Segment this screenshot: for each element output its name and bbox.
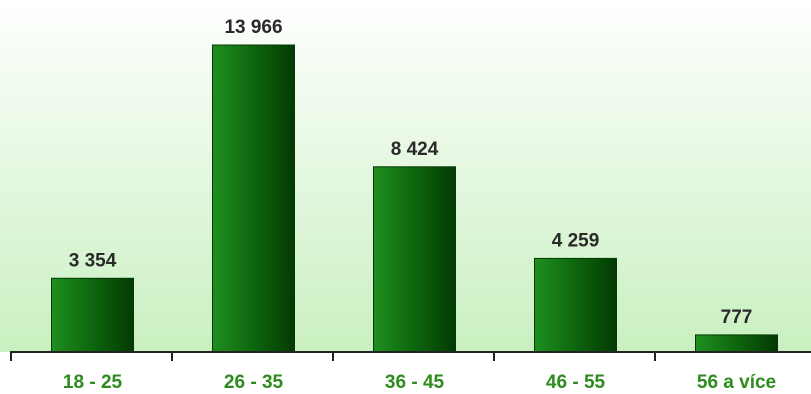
bar-value-label-2: 8 424 xyxy=(391,139,439,160)
bar-0 xyxy=(51,277,134,353)
bar-value-label-1: 13 966 xyxy=(224,17,282,38)
bar-value-label-0: 3 354 xyxy=(69,250,117,271)
bar-2 xyxy=(373,166,456,353)
bar-1 xyxy=(212,44,295,353)
bars-layer xyxy=(51,44,778,353)
x-tick-label-0: 18 - 25 xyxy=(63,372,123,393)
x-tick-label-3: 46 - 55 xyxy=(546,372,606,393)
bar-3 xyxy=(534,257,617,353)
tick-labels-layer: 18 - 25 26 - 35 36 - 45 46 - 55 56 a více xyxy=(63,372,776,393)
bar-4 xyxy=(695,334,778,353)
bar-value-label-3: 4 259 xyxy=(552,230,600,251)
x-tick-label-2: 36 - 45 xyxy=(385,372,445,393)
x-tick-label-4: 56 a více xyxy=(697,372,776,393)
bar-value-label-4: 777 xyxy=(721,307,753,328)
x-tick-label-1: 26 - 35 xyxy=(224,372,284,393)
ticks-layer xyxy=(10,352,656,361)
value-labels-layer: 3 354 13 966 8 424 4 259 777 xyxy=(69,17,753,328)
